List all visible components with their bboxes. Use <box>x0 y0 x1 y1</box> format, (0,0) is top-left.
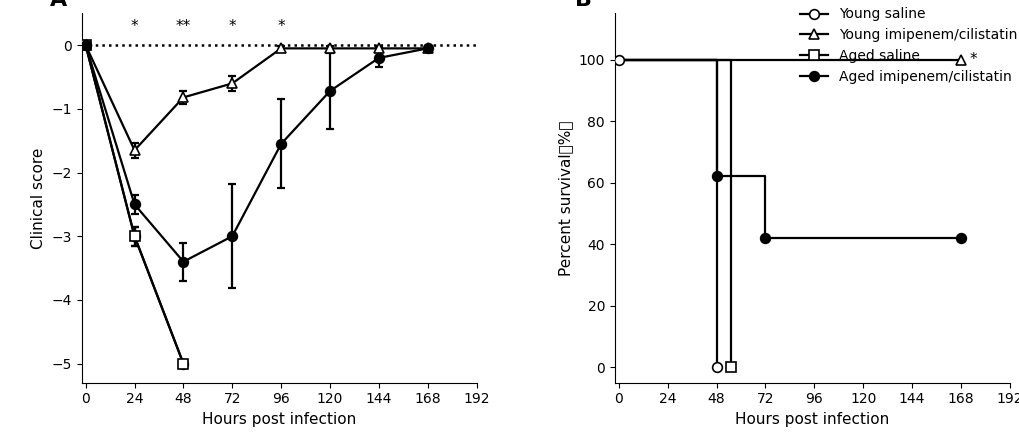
Text: **: ** <box>175 20 191 34</box>
Legend: Young saline, Young imipenem/cilistatin, Aged saline, Aged imipenem/cilistatin: Young saline, Young imipenem/cilistatin,… <box>794 2 1019 90</box>
Text: *: * <box>277 20 284 34</box>
X-axis label: Hours post infection: Hours post infection <box>202 412 356 427</box>
Text: *: * <box>130 20 139 34</box>
Text: *: * <box>968 52 976 67</box>
Text: B: B <box>575 0 592 10</box>
Y-axis label: Clinical score: Clinical score <box>31 147 46 249</box>
Text: *: * <box>228 20 235 34</box>
Y-axis label: Percent survival（%）: Percent survival（%） <box>557 120 573 276</box>
Text: A: A <box>50 0 67 10</box>
X-axis label: Hours post infection: Hours post infection <box>735 412 889 427</box>
